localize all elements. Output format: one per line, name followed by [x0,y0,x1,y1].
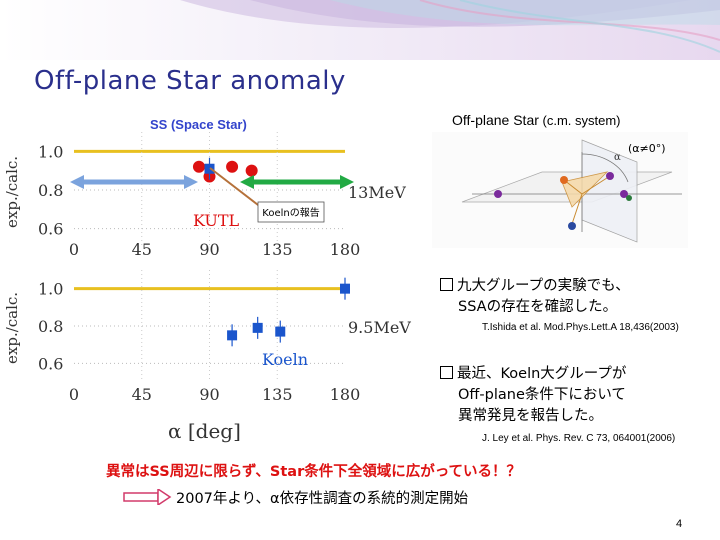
conclusion-text: 異常はSS周辺に限らず、Star条件下全領域に広がっている！？ [106,464,522,480]
y-axis-label: exp./calc. [3,156,21,228]
bullet-1-line2: SSAの存在を確認した。 [458,299,618,315]
data-point-koeln [252,322,263,333]
energy-label: 13MeV [348,183,406,202]
y-tick-label: 0.6 [38,354,63,373]
ss-label: SS (Space Star) [150,117,247,132]
diagram-condition: (α≠0°) [628,142,666,155]
offplane-region-arrow [240,175,354,189]
x-tick-label: 180 [330,240,361,259]
right-arrow-icon [123,489,172,505]
x-tick-label: 90 [199,240,219,259]
bullet-2-line1: 最近、Koeln大グループが [457,366,627,382]
offplane-system: (c.m. system) [538,113,621,128]
bullet-2-line2: Off-plane条件下において [458,387,626,403]
particle-icon [568,222,576,230]
particle-icon [620,190,628,198]
x-tick-label: 45 [132,240,152,259]
checkbox-bullet-icon [440,366,453,379]
page-number: 4 [676,518,683,530]
data-point-kutl [226,160,239,173]
slide-title: Off-plane Star anomaly [34,66,346,96]
bullet-2-line3: 異常発見を報告した。 [458,408,603,424]
energy-label: 9.5MeV [348,318,411,337]
y-tick-label: 0.6 [38,220,63,239]
data-point-kutl [245,164,258,177]
y-tick-label: 0.8 [38,317,63,336]
data-point-koeln [340,283,350,294]
bullet-2: 最近、Koeln大グループが Off-plane条件下において 異常発見を報告し… [440,364,626,427]
bullet-1-reference: T.Ishida et al. Mod.Phys.Lett.A 18,436(2… [482,322,679,333]
offplane-label: Off-plane Star (c.m. system) [452,112,621,128]
kutl-label: KUTL [193,211,240,230]
x-axis-label: α [deg] [168,419,241,443]
offplane-geometry-diagram: α (α≠0°) [432,132,688,248]
checkbox-bullet-icon [440,278,453,291]
callout-line [209,167,263,209]
y-axis-label: exp./calc. [3,292,21,364]
data-point-koeln [227,330,238,341]
x-tick-label: 90 [199,385,219,404]
x-tick-label: 135 [262,240,293,259]
particle-icon [626,195,632,201]
callout-box [257,201,325,223]
x-tick-label: 135 [262,385,293,404]
y-tick-label: 1.0 [38,280,63,299]
y-tick-label: 0.8 [38,181,63,200]
offplane-title: Off-plane Star [452,112,539,128]
measurement-start-text: 2007年より、α依存性調査の系統的測定開始 [176,491,469,507]
particle-icon [560,176,568,184]
particle-icon [606,172,614,180]
koeln-label: Koeln [262,350,308,369]
bullet-2-reference: J. Ley et al. Phys. Rev. C 73, 064001(20… [482,433,676,444]
ss-region-arrow [70,175,198,189]
ratio-plot: 1.0 0.8 0.6 0 45 90 135 180 exp./calc. 13MeV KUTL 1… [3,132,411,443]
data-point-koeln [275,326,286,337]
bullet-1: 九大グループの実験でも、 SSAの存在を確認した。 [440,276,630,318]
x-tick-label: 0 [69,240,79,259]
x-tick-label: 0 [69,385,79,404]
bullet-1-line1: 九大グループの実験でも、 [457,278,630,294]
data-point-kutl [192,160,205,173]
callout-text: Koelnの報告 [262,206,319,219]
header-banner [0,0,720,60]
y-tick-label: 1.0 [38,142,63,161]
diagram-alpha-label: α [614,152,621,163]
x-tick-label: 45 [132,385,152,404]
x-tick-label: 180 [330,385,361,404]
particle-icon [494,190,502,198]
